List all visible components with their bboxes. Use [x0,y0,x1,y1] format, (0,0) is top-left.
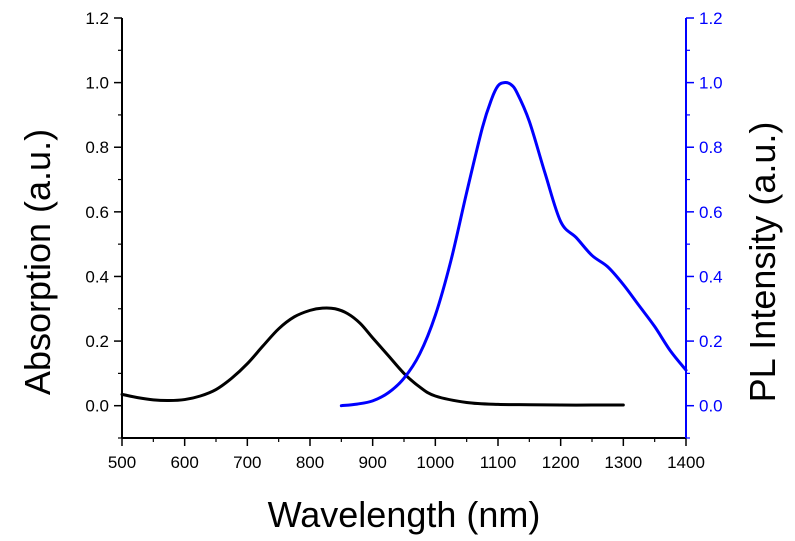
y-tick-label-left: 0.8 [85,138,109,157]
x-tick-label: 1200 [542,453,580,472]
y-tick-label-left: 1.2 [85,9,109,28]
x-tick-label: 900 [358,453,386,472]
plot-axes: 500 600 700 800 900 1000 1100 1200 1300 1400 0.0 0.… [85,9,722,472]
y-tick-label-left: 0.4 [85,267,109,286]
y-tick-label-right: 1.0 [699,74,723,93]
x-tick-label: 600 [170,453,198,472]
plot-curves [120,81,688,408]
x-tick-label: 1000 [416,453,454,472]
y-tick-label-left: 0.0 [85,397,109,416]
x-tick-label: 1100 [480,453,517,472]
x-tick-label: 700 [233,453,261,472]
y-axis-title-right: PL Intensity (a.u.) [742,122,783,403]
y-tick-label-right: 0.0 [699,397,723,416]
y-tick-label-left: 1.0 [85,74,109,93]
y-tick-label-left: 0.6 [85,203,109,222]
pl-intensity-line [339,81,688,408]
absorption-line [120,306,625,407]
x-tick-label: 500 [108,453,136,472]
x-tick-label: 800 [296,453,324,472]
y-tick-label-right: 1.2 [699,9,723,28]
y-tick-label-right: 0.6 [699,203,723,222]
x-tick-label: 1400 [667,453,705,472]
y-tick-label-right: 0.4 [699,267,723,286]
y-tick-label-right: 0.8 [699,138,723,157]
y-axis-title-left: Absorption (a.u.) [17,129,58,395]
y-tick-label-left: 0.2 [85,332,109,351]
y-tick-label-right: 0.2 [699,332,723,351]
x-tick-label: 1300 [604,453,642,472]
x-axis-title: Wavelength (nm) [268,494,541,535]
